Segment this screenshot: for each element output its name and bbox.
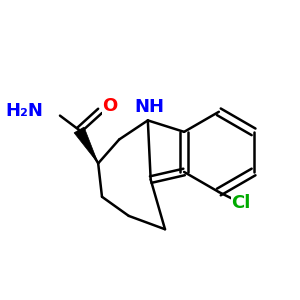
Text: Cl: Cl (231, 194, 250, 212)
Text: H₂N: H₂N (5, 102, 43, 120)
Polygon shape (74, 127, 98, 164)
Text: NH: NH (135, 98, 165, 116)
Text: O: O (102, 97, 117, 115)
